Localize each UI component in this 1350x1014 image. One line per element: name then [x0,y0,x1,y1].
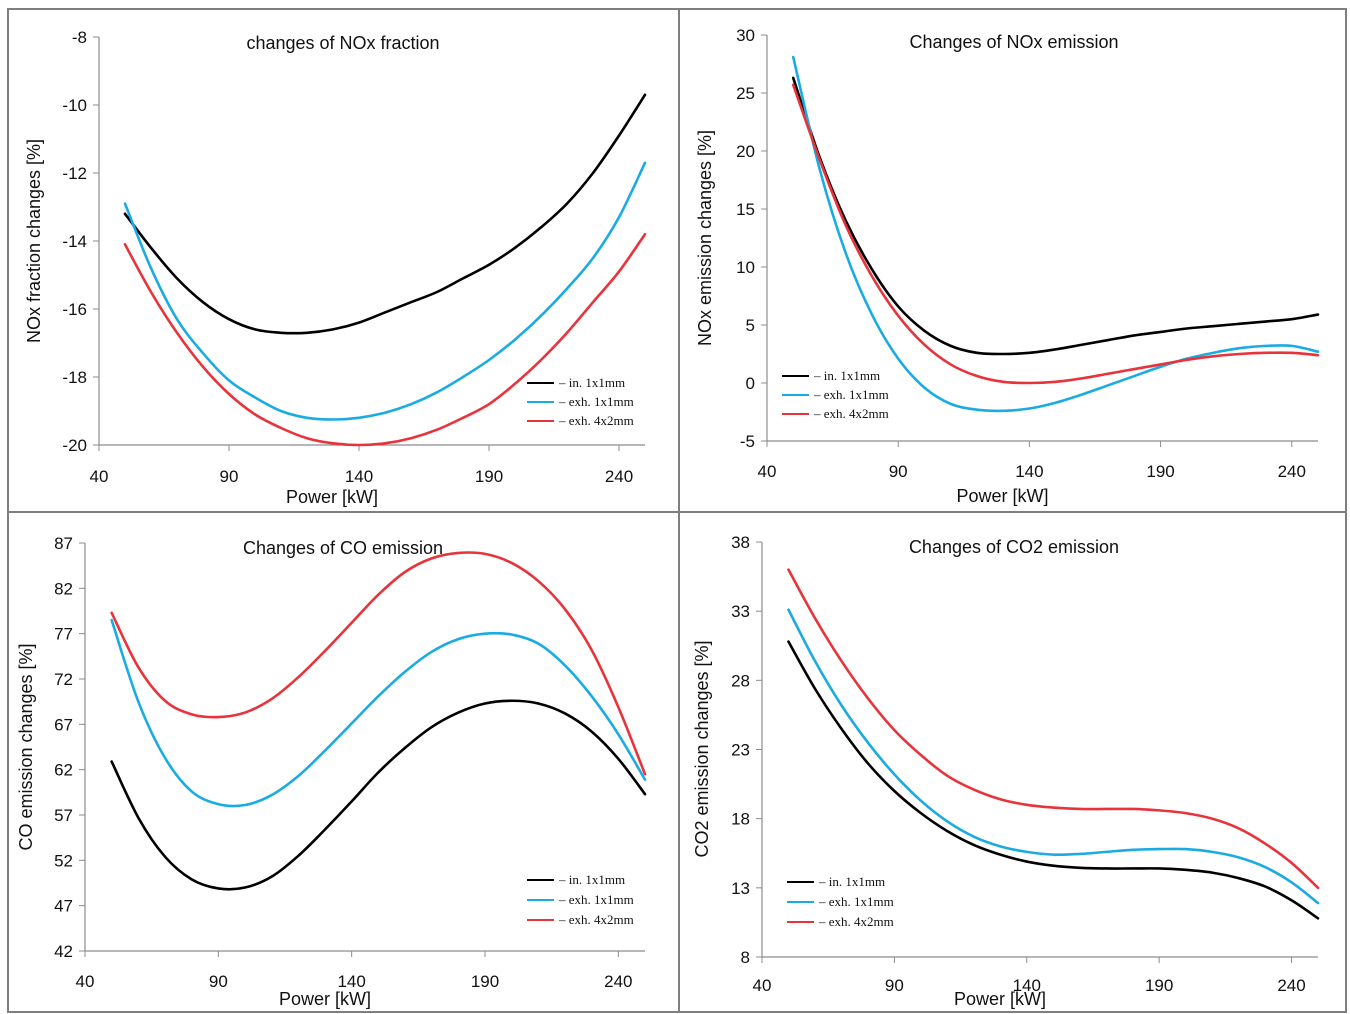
x-tick-label: 40 [758,462,777,481]
y-axis-title: NOx fraction changes [%] [24,139,44,343]
y-tick-label: 8 [741,948,750,967]
y-tick-label: 62 [54,761,73,780]
x-tick-label: 190 [475,467,503,486]
y-tick-label: -16 [62,300,87,319]
series-line-2 [793,57,1318,411]
series-line-3 [788,570,1318,888]
y-tick-label: 72 [54,670,73,689]
y-tick-label: 15 [736,200,755,219]
x-tick-label: 140 [1015,462,1043,481]
y-tick-label: 5 [746,316,755,335]
legend-label: – exh. 4x2mm [558,912,634,927]
y-tick-label: 33 [731,602,750,621]
y-tick-label: -14 [62,232,87,251]
chart-panel-co-emission: 42 47 52 57 62 67 72 77 82 87 40 90 140 190 240 Changes… [0,511,678,1014]
series-line-1 [112,701,645,890]
x-tick-label: 90 [209,972,228,991]
x-tick-label: 40 [76,972,95,991]
x-tick-label: 190 [471,972,499,991]
y-tick-label: 82 [54,579,73,598]
legend-label: – exh. 1x1mm [813,387,889,402]
y-axis-title: CO emission changes [%] [16,643,36,850]
x-tick-label: 240 [1278,462,1306,481]
y-tick-label: 10 [736,258,755,277]
legend-label: – exh. 4x2mm [818,914,894,929]
x-tick-label: 190 [1146,462,1174,481]
legend-label: – exh. 1x1mm [558,892,634,907]
x-axis-title: Power [kW] [286,487,378,507]
x-tick-label: 190 [1145,976,1173,995]
chart-nox-fraction: -20 -18 -16 -14 -12 -10 -8 40 90 140 190 240 changes… [0,0,678,511]
y-tick-label: 30 [736,26,755,45]
chart-panel-co2-emission: 8 13 18 23 28 33 38 40 90 140 190 240 Changes of CO2… [678,511,1350,1014]
x-tick-label: 240 [604,972,632,991]
x-tick-label: 40 [90,467,109,486]
y-axis-title: NOx emission changes [%] [695,130,715,346]
legend-label: – exh. 1x1mm [558,394,634,409]
x-tick-label: 240 [1277,976,1305,995]
chart-title: changes of NOx fraction [246,33,439,53]
x-tick-label: 90 [889,462,908,481]
y-tick-label: -20 [62,436,87,455]
x-tick-label: 40 [753,976,772,995]
chart-title: Changes of CO2 emission [909,537,1119,557]
x-tick-label: 90 [220,467,239,486]
y-tick-label: -10 [62,96,87,115]
y-tick-label: 20 [736,142,755,161]
series-line-2 [788,610,1318,903]
legend-label: – exh. 4x2mm [813,406,889,421]
x-axis-title: Power [kW] [279,989,371,1009]
y-tick-label: -5 [740,432,755,451]
y-tick-label: 77 [54,625,73,644]
chart-nox-emission: -5 0 5 10 15 20 25 30 40 90 140 190 240 Changes of NO… [678,0,1350,511]
y-tick-label: 18 [731,810,750,829]
x-axis-title: Power [kW] [956,486,1048,506]
y-tick-label: 52 [54,851,73,870]
chart-title: Changes of NOx emission [909,32,1118,52]
y-tick-label: 23 [731,741,750,760]
x-axis-title: Power [kW] [954,989,1046,1009]
legend-label: – in. 1x1mm [558,872,625,887]
y-tick-label: 47 [54,897,73,916]
series-line-3 [793,85,1318,383]
y-tick-label: 57 [54,806,73,825]
series-line-3 [112,552,645,774]
y-tick-label: 0 [746,374,755,393]
y-tick-label: -18 [62,368,87,387]
x-tick-label: 140 [345,467,373,486]
legend-label: – exh. 1x1mm [818,894,894,909]
y-tick-label: 38 [731,533,750,552]
y-axis-title: CO2 emission changes [%] [692,640,712,857]
y-tick-label: 87 [54,534,73,553]
legend-label: – in. 1x1mm [558,375,625,390]
x-tick-label: 240 [605,467,633,486]
series-line-1 [125,95,645,333]
y-tick-label: 67 [54,715,73,734]
y-tick-label: 13 [731,879,750,898]
y-tick-label: 42 [54,942,73,961]
y-tick-label: -12 [62,164,87,183]
y-tick-label: 25 [736,84,755,103]
chart-panel-nox-emission: -5 0 5 10 15 20 25 30 40 90 140 190 240 Changes of NO… [678,0,1350,511]
chart-title: Changes of CO emission [243,538,443,558]
legend-label: – in. 1x1mm [813,368,880,383]
x-tick-label: 90 [885,976,904,995]
y-tick-label: 28 [731,671,750,690]
legend-label: – exh. 4x2mm [558,413,634,428]
y-tick-label: -8 [72,28,87,47]
legend-label: – in. 1x1mm [818,874,885,889]
chart-panel-nox-fraction: -20 -18 -16 -14 -12 -10 -8 40 90 140 190 240 changes… [0,0,678,511]
